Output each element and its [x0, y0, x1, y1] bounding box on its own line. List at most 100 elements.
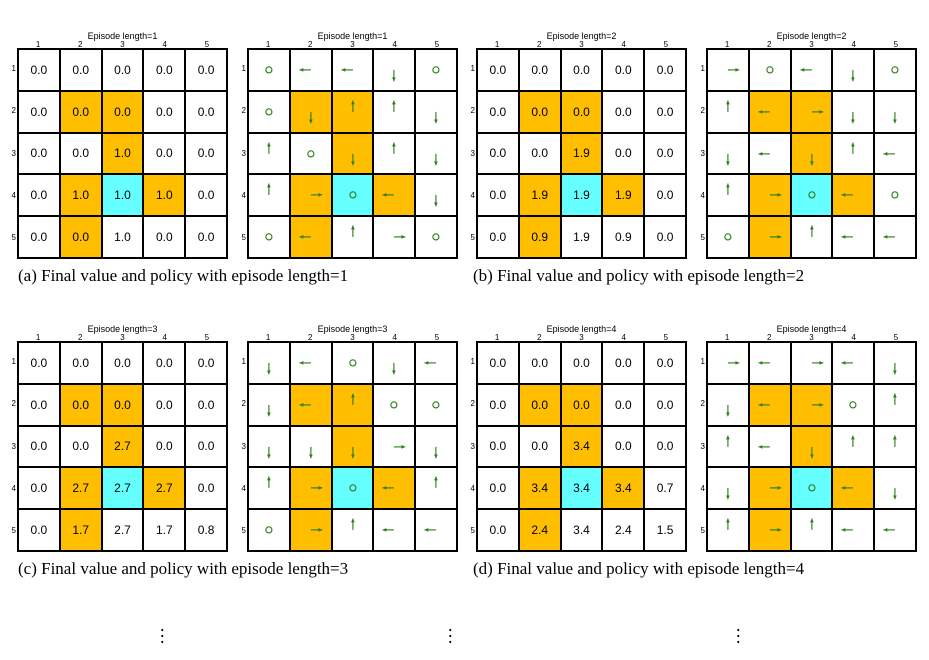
row-number: 1: [470, 357, 475, 367]
forbidden-cell: [748, 216, 791, 258]
grid-cell: [373, 509, 416, 551]
column-number: 1: [494, 333, 500, 342]
column-numbers: 1 2 3 4 5: [247, 334, 458, 342]
grid-cell: 0.0: [59, 342, 102, 384]
state-value: 0.0: [531, 439, 549, 454]
grid-cell: 0.0: [143, 132, 186, 175]
grid-cell: [289, 342, 332, 384]
arrow-left-icon: [758, 402, 770, 407]
arrow-up-icon: [392, 142, 397, 154]
grid-cell: 0.0: [185, 383, 227, 426]
state-value: 1.9: [614, 188, 632, 203]
row-number: 3: [700, 441, 705, 451]
state-value: 0.0: [614, 355, 632, 370]
column-number: 1: [724, 333, 730, 342]
grid-cell: 0.7: [644, 467, 686, 510]
grid-cell: [874, 49, 916, 91]
grid-cell: 2.7: [101, 509, 144, 551]
grid-cells: [247, 341, 458, 552]
state-value: 0.0: [489, 230, 507, 245]
grid-cell: 0.0: [602, 425, 645, 468]
arrow-up-icon: [893, 393, 897, 405]
column-number: 2: [308, 40, 313, 49]
arrow-right-icon: [310, 193, 323, 198]
row-number: 1: [700, 64, 705, 74]
forbidden-cell: 2.7: [59, 467, 102, 510]
forbidden-cell: 0.0: [518, 383, 561, 426]
arrow-left-icon: [800, 68, 812, 72]
state-value: 1.0: [72, 188, 90, 203]
grid-cell: [748, 425, 791, 468]
grid-cell: [415, 132, 457, 175]
grid-cell: [248, 49, 290, 91]
arrow-down-icon: [350, 446, 355, 458]
grid-cell: 0.0: [18, 383, 60, 426]
arrow-left-icon: [841, 361, 854, 365]
row-number: 1: [241, 64, 246, 74]
column-number: 2: [767, 333, 772, 342]
arrow-down-icon: [434, 111, 438, 124]
arrow-down-icon: [267, 362, 271, 375]
arrow-down-icon: [893, 362, 897, 375]
column-number: 3: [350, 40, 355, 49]
grid-cell: 0.8: [185, 509, 227, 551]
grid-cell: 0.0: [518, 132, 561, 175]
grid-cell: [415, 90, 457, 133]
arrow-down-icon: [851, 111, 856, 124]
forbidden-cell: [748, 90, 791, 133]
grid-cell: 0.0: [143, 90, 186, 133]
state-value: 0.0: [489, 62, 507, 77]
panel-caption: (d) Final value and policy with episode …: [473, 559, 805, 578]
state-value: 0.0: [72, 439, 90, 454]
arrow-left-icon: [382, 486, 395, 491]
grid-cell: 0.0: [18, 49, 60, 91]
forbidden-cell: [373, 174, 416, 217]
target-cell: [331, 174, 374, 217]
arrow-right-icon: [769, 193, 782, 198]
grid-cell: 0.0: [602, 132, 645, 175]
column-number: 4: [621, 333, 626, 342]
grid-cell: [874, 342, 916, 384]
column-number: 4: [162, 333, 167, 342]
row-numbers: 1 2 3 4 5: [7, 48, 16, 259]
forbidden-cell: [331, 425, 374, 468]
state-value: 3.4: [573, 481, 590, 496]
grid-cell: 2.4: [602, 509, 645, 551]
grid-cell: [331, 49, 374, 91]
policy-grid-1: Episode length=2 1 2 3 4 5 1 2 3 4 5: [701, 31, 917, 259]
row-number: 2: [11, 106, 16, 116]
state-value: 0.0: [72, 104, 90, 119]
row-number: 5: [11, 232, 16, 242]
grid-cells: [706, 48, 917, 259]
row-numbers: 1 2 3 4 5: [237, 341, 246, 552]
grid-title: Episode length=4: [776, 324, 847, 334]
state-value: 0.0: [72, 397, 90, 412]
state-value: 0.0: [614, 62, 632, 77]
state-value: 0.0: [614, 439, 632, 454]
state-value: 0.0: [155, 146, 173, 161]
forbidden-cell: [790, 425, 833, 468]
column-number: 2: [308, 333, 313, 342]
arrow-left-icon: [841, 193, 854, 198]
grid-cell: 0.0: [185, 174, 227, 217]
row-number: 1: [700, 357, 705, 367]
state-value: 0.0: [656, 439, 674, 454]
forbidden-cell: 1.7: [59, 509, 102, 551]
grid-cell: [331, 509, 374, 551]
row-number: 1: [11, 64, 16, 74]
grid-cells: 0.0 0.0 0.0 0.0 0.0 0.0 0.0 0.0 0.0 0.0 0.0 0.0 1.9 0…: [476, 48, 687, 259]
grid-cell: [289, 49, 332, 91]
stay-circle-icon: [766, 66, 774, 74]
row-number: 5: [11, 525, 16, 535]
arrow-up-icon: [809, 518, 814, 531]
grid-cell: 0.0: [185, 467, 227, 510]
target-cell: [790, 174, 833, 217]
grid-cell: 0.0: [602, 342, 645, 384]
arrow-up-icon: [267, 183, 271, 196]
column-numbers: 1 2 3 4 5: [706, 334, 917, 342]
grid-cell: 0.0: [185, 49, 227, 91]
state-value: 0.0: [72, 230, 90, 245]
state-value: 2.7: [114, 523, 131, 538]
grid-cell: [707, 174, 749, 217]
state-value: 3.4: [614, 481, 632, 496]
